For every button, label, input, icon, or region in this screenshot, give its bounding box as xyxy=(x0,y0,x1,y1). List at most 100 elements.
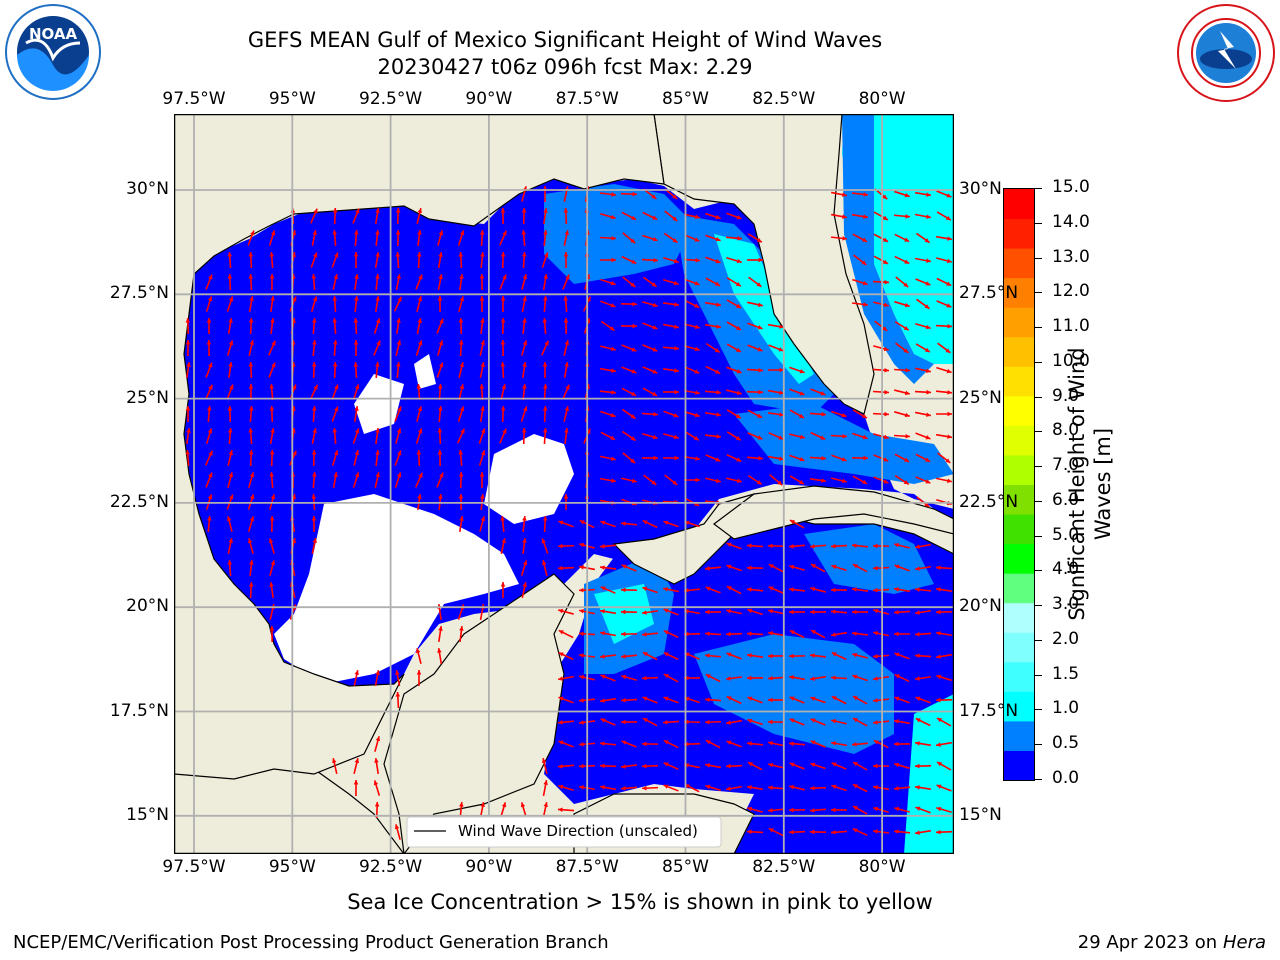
wind-wave-arrow xyxy=(353,339,359,357)
wind-wave-arrow xyxy=(599,390,617,395)
wind-wave-arrow xyxy=(562,384,570,400)
wind-wave-arrow xyxy=(746,653,764,658)
wind-wave-arrow xyxy=(684,345,700,352)
wind-wave-arrow xyxy=(621,740,637,748)
map-legend xyxy=(406,816,722,848)
colorbar-tick-label: 2.0 xyxy=(1052,628,1080,649)
wind-wave-arrow xyxy=(704,390,722,395)
wind-wave-arrow xyxy=(726,277,742,287)
wind-wave-arrow xyxy=(914,785,932,791)
wind-wave-arrow xyxy=(228,361,233,379)
wind-wave-arrow xyxy=(479,229,485,247)
wind-wave-arrow xyxy=(705,365,721,375)
colorbar-tick-mark xyxy=(1034,292,1042,294)
wind-wave-arrow xyxy=(227,472,234,488)
wind-wave-arrow xyxy=(768,586,784,594)
wind-wave-arrow xyxy=(789,519,805,529)
lat-tick-label-right: 20°N xyxy=(959,596,1002,617)
wind-wave-arrow xyxy=(599,235,617,241)
wind-wave-arrow xyxy=(935,741,953,747)
wind-wave-arrow xyxy=(662,719,680,725)
wind-wave-arrow xyxy=(621,387,637,397)
wind-wave-arrow xyxy=(725,676,743,681)
wind-wave-arrow xyxy=(415,274,423,290)
wind-wave-arrow xyxy=(852,717,868,727)
lon-tick-label-top: 92.5°W xyxy=(359,89,423,109)
wind-wave-arrow xyxy=(852,783,868,793)
wind-wave-arrow xyxy=(809,478,827,483)
wind-wave-arrow xyxy=(247,538,254,554)
wind-wave-arrow xyxy=(599,257,617,263)
wind-wave-arrow xyxy=(642,366,658,374)
wind-wave-arrow xyxy=(543,295,548,313)
wind-wave-arrow xyxy=(914,213,932,219)
wind-wave-arrow xyxy=(459,625,464,643)
wind-wave-arrow xyxy=(873,433,889,440)
wind-wave-arrow xyxy=(269,560,276,576)
wind-wave-arrow xyxy=(374,295,380,313)
wind-wave-arrow xyxy=(705,477,721,483)
wind-wave-arrow xyxy=(542,273,548,291)
wind-wave-arrow xyxy=(873,454,889,462)
wind-wave-arrow xyxy=(248,273,254,291)
wind-wave-arrow xyxy=(186,427,191,445)
wind-wave-arrow xyxy=(852,432,868,440)
wind-wave-arrow xyxy=(541,758,548,774)
wind-wave-arrow xyxy=(831,454,847,462)
wind-wave-arrow xyxy=(873,806,889,813)
wind-wave-arrow xyxy=(249,559,254,577)
wind-wave-arrow xyxy=(893,610,911,615)
wind-wave-arrow xyxy=(705,454,721,462)
wind-wave-arrow xyxy=(895,276,909,288)
colorbar-tick-label: 3.0 xyxy=(1052,594,1080,615)
lat-tick-label-right: 15°N xyxy=(959,804,1002,825)
wind-wave-arrow xyxy=(893,631,911,637)
wind-wave-arrow xyxy=(268,362,276,378)
wind-wave-arrow xyxy=(499,274,507,290)
wind-wave-arrow xyxy=(415,472,423,488)
wind-wave-arrow xyxy=(767,455,785,461)
wind-wave-arrow xyxy=(831,410,847,418)
wind-wave-arrow xyxy=(599,697,617,703)
lat-tick-label-left: 25°N xyxy=(126,387,169,408)
wind-wave-arrow xyxy=(563,361,569,379)
wind-wave-arrow xyxy=(851,455,869,461)
lon-tick-label-top: 85°W xyxy=(662,89,709,109)
wind-wave-arrow xyxy=(935,829,953,835)
wind-wave-arrow xyxy=(705,586,721,594)
wind-wave-arrow xyxy=(620,301,638,307)
wind-wave-arrow xyxy=(704,763,722,769)
wind-wave-arrow xyxy=(894,190,910,198)
florida-land xyxy=(653,114,875,415)
wind-wave-arrow xyxy=(851,543,869,548)
wind-wave-arrow xyxy=(600,345,616,352)
colorbar-swatch xyxy=(1004,661,1034,692)
wind-wave-arrow xyxy=(479,340,485,356)
wind-wave-arrow xyxy=(353,758,360,774)
wind-wave-arrow xyxy=(395,251,401,269)
wind-wave-arrow xyxy=(227,251,233,269)
wind-wave-arrow xyxy=(914,543,932,549)
wind-wave-arrow xyxy=(600,718,616,726)
lon-tick-label-bottom: 97.5°W xyxy=(162,857,226,877)
wind-wave-arrow xyxy=(375,361,380,379)
wind-wave-arrow xyxy=(704,411,722,417)
wind-wave-arrow xyxy=(663,433,679,440)
colorbar-swatch xyxy=(1004,691,1034,722)
wind-wave-arrow xyxy=(641,785,659,791)
wind-wave-arrow xyxy=(853,254,867,266)
wind-wave-arrow xyxy=(353,361,359,379)
colorbar-tick-mark xyxy=(1034,257,1042,259)
wind-wave-arrow xyxy=(810,629,826,639)
wind-wave-arrow xyxy=(248,383,254,401)
wind-wave-arrow xyxy=(705,234,721,242)
wind-wave-arrow xyxy=(479,383,485,401)
wind-wave-arrow xyxy=(269,515,275,533)
wind-wave-arrow xyxy=(937,342,951,354)
wind-wave-arrow xyxy=(394,450,402,466)
colorbar-swatch xyxy=(1004,307,1034,338)
wind-wave-arrow xyxy=(248,317,254,335)
wind-wave-arrow xyxy=(620,719,638,725)
colorbar-swatch xyxy=(1004,189,1034,220)
wind-wave-arrow xyxy=(228,427,233,445)
